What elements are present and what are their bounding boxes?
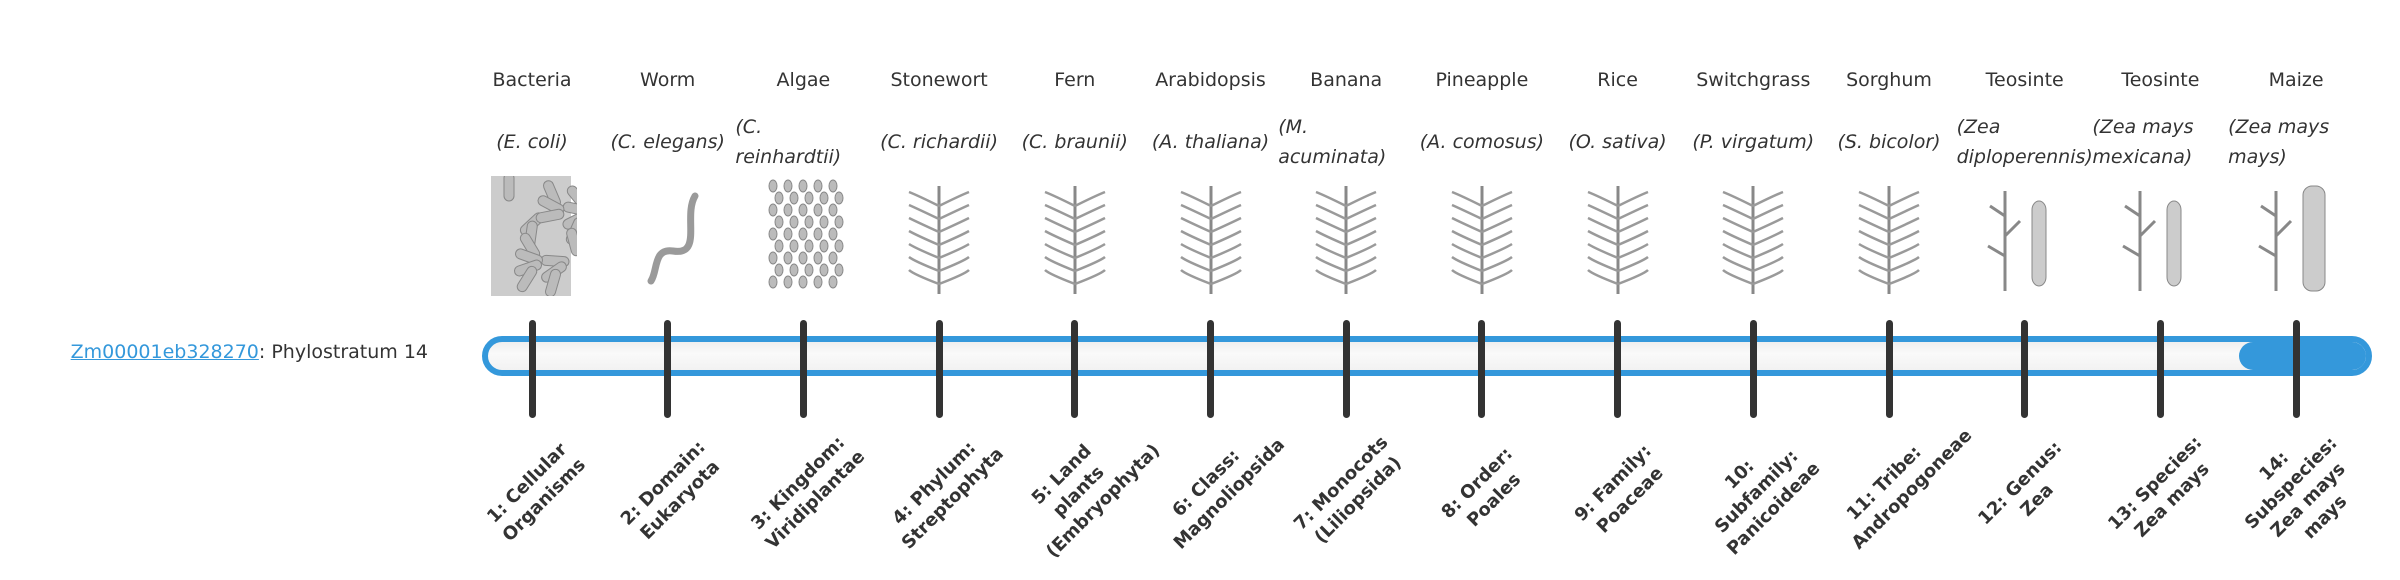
organism-latin-name: (O. sativa) [1568,131,1667,153]
stratum-rank-label: 14: Subspecies: Zea mays mays [2240,432,2352,544]
sorghum-icon [1858,186,1920,294]
organism-common-name: Maize [2268,69,2324,91]
banana-icon [1315,186,1378,294]
phylostratum-bar-fill [2239,342,2366,370]
organism-common-name: Teosinte [2121,69,2200,91]
stratum-rank-label: 2: Domain: Eukaryota [616,436,724,544]
organism-latin-name: (C. braunii) [1021,131,1128,153]
organism-latin-name: (C. reinhardtii) [735,116,842,168]
algae-icon [768,179,844,289]
teosinte-icon [1986,191,2047,291]
organism-common-name: Fern [1054,69,1096,91]
stratum-tick [1207,320,1214,418]
rice-icon [1586,186,1649,294]
organism-common-name: Sorghum [1846,69,1932,91]
stratum-tick [2021,320,2029,418]
gene-label: Zm00001eb328270: Phylostratum 14 [71,341,428,363]
organism-common-name: Pineapple [1435,69,1529,91]
stratum-tick [528,320,536,418]
stratum-rank-label: 1: Cellular Organisms [483,439,590,546]
stratum-tick [664,320,672,418]
phylostratum-text: : Phylostratum 14 [258,341,428,363]
organism-common-name: Bacteria [492,69,572,91]
organism-common-name: Stonewort [890,69,988,91]
organism-latin-name: (Zea mays mays) [2228,116,2330,168]
worm-icon [647,192,699,285]
stratum-tick [799,320,807,418]
stratum-tick [1614,320,1622,418]
stratum-rank-label: 10: Subfamily: Panicoideae [1711,445,1825,560]
organism-common-name: Rice [1597,69,1638,91]
stratum-tick [1885,320,1893,418]
organism-latin-name: (P. virgatum) [1692,131,1815,153]
organism-latin-name: (M. acuminata) [1278,116,1387,168]
stratum-tick [1478,320,1486,418]
maize-icon [2258,185,2326,292]
organism-common-name: Teosinte [1985,69,2064,91]
stratum-rank-label: 8: Order: Poales [1437,443,1526,532]
stratum-rank-label: 6: Class: Magnoliopsida [1167,434,1289,554]
organism-latin-name: (A. comosus) [1419,131,1545,153]
organism-latin-name: (Zea mays mexicana) [2092,116,2194,168]
stratum-tick [1071,320,1079,418]
organism-latin-name: (C. richardii) [880,131,998,153]
stratum-rank-label: 13: Species: Zea mays [2104,432,2215,542]
fern-icon [1043,186,1106,294]
stratum-tick [2292,320,2300,418]
stratum-rank-label: 5: Land plants (Embryophyta) [1027,439,1165,563]
organism-latin-name: (S. bicolor) [1837,131,1941,153]
stonewort-icon [908,186,970,294]
stratum-tick [1749,320,1757,418]
stratum-rank-label: 3: Kingdom: Viridiplantae [747,432,870,554]
pineapple-icon [1451,186,1513,294]
stratum-rank-label: 4: Phylum: Streptophyta [888,437,1008,554]
organism-latin-name: (A. thaliana) [1151,131,1270,153]
stratum-rank-label: 9: Family: Poaceae [1570,440,1668,538]
arabidopsis-icon [1179,186,1242,294]
stratum-rank-label: 12: Genus: Zea [1973,437,2066,530]
stratum-rank-label: 7: Monocots (Liliopsida) [1290,431,1406,548]
organism-common-name: Switchgrass [1696,69,1811,91]
stratum-rank-label: 11: Tribe: Andropogoneae [1842,424,1977,554]
switchgrass-icon [1722,186,1785,294]
stratum-tick [935,320,943,418]
organism-latin-name: (E. coli) [496,131,568,153]
phylostratum-bar [482,336,2372,376]
gene-link[interactable]: Zm00001eb328270 [70,341,259,363]
bacteria-icon [491,176,577,296]
organism-common-name: Arabidopsis [1155,69,1266,91]
organism-common-name: Algae [776,69,831,91]
organism-latin-name: (Zea diploperennis) [1956,116,2093,168]
stratum-tick [1342,320,1350,418]
organism-common-name: Banana [1310,69,1383,91]
organism-latin-name: (C. elegans) [610,131,725,153]
teosinte-icon [2122,191,2182,291]
stratum-tick [2156,320,2164,418]
organism-common-name: Worm [640,69,696,91]
